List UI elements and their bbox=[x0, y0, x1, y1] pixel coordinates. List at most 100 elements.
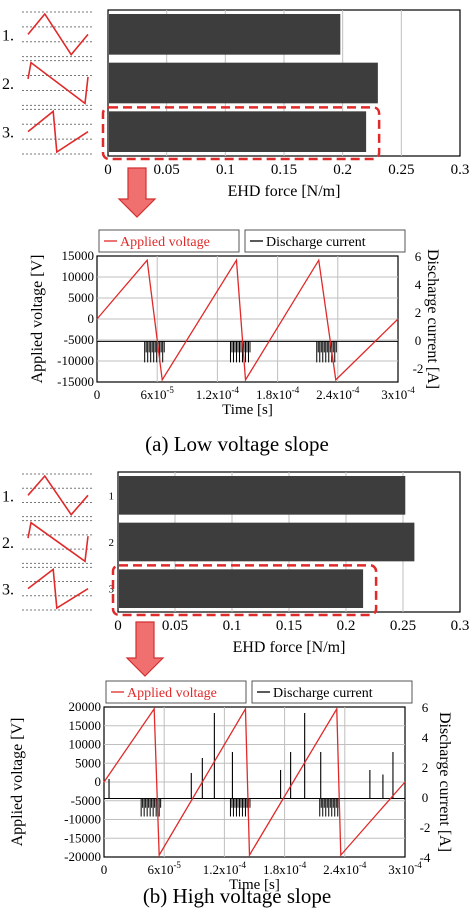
y-tick-label: -5000 bbox=[64, 332, 94, 347]
y2-tick-label: 2 bbox=[415, 305, 422, 320]
waveform-thumbnail bbox=[27, 109, 89, 154]
x-tick-exponent: -4 bbox=[352, 385, 360, 395]
x-tick-exponent: -4 bbox=[232, 385, 240, 395]
x-tick-label: 0.25 bbox=[388, 162, 414, 178]
x-tick-label: 0.15 bbox=[276, 618, 302, 634]
x-tick-exponent: -4 bbox=[292, 385, 300, 395]
category-label: 3. bbox=[2, 582, 14, 599]
caption-a: (a) Low voltage slope bbox=[145, 432, 329, 456]
waveform-thumbnail bbox=[27, 521, 89, 563]
legend-box bbox=[251, 680, 413, 704]
waveform-thumbnail bbox=[27, 12, 89, 57]
x-axis-label: EHD force [N/m] bbox=[228, 183, 341, 200]
discharge-burst bbox=[140, 798, 162, 817]
x-tick-label: 1.8x10-4 bbox=[256, 385, 300, 402]
bar-number-label: 1 bbox=[109, 490, 115, 502]
y-tick-label: 0 bbox=[88, 311, 95, 326]
y-axis-label: Applied voltage [V] bbox=[29, 255, 46, 384]
x-tick-label: 0.15 bbox=[271, 162, 297, 178]
x-tick-label: 0.2 bbox=[333, 162, 352, 178]
bar bbox=[109, 111, 367, 152]
x-tick-label: 2.4x10-4 bbox=[316, 385, 360, 402]
x-tick-label: 0.3 bbox=[451, 162, 470, 178]
x-tick-label: 1.2x10-4 bbox=[203, 860, 247, 877]
legend-box bbox=[98, 229, 240, 253]
legend-label-applied-voltage: Applied voltage bbox=[127, 686, 217, 701]
y2-axis-label: Discharge current [A] bbox=[436, 712, 453, 852]
bar-number-label: 2 bbox=[109, 537, 115, 549]
x-tick-label: 6x10-5 bbox=[140, 385, 174, 402]
x-tick-label: 3x10-4 bbox=[388, 860, 422, 877]
bar bbox=[109, 14, 341, 55]
discharge-burst bbox=[229, 341, 251, 363]
y2-tick-label: 0 bbox=[415, 333, 422, 348]
x-tick-exponent: -4 bbox=[414, 860, 422, 870]
x-tick-label: 0 bbox=[101, 862, 108, 877]
x-tick-label: 0.05 bbox=[162, 618, 188, 634]
line-chart-3: 0 6x10-5 1.2x10-4 1.8x10-4 2.4x10-4 3x10-4200… bbox=[9, 680, 453, 893]
x-tick-label: 0 bbox=[94, 387, 101, 402]
highlight-box bbox=[101, 106, 381, 161]
x-tick-label: 6x10-5 bbox=[147, 860, 181, 877]
y2-tick-label: 0 bbox=[422, 790, 429, 805]
down-arrow bbox=[125, 621, 165, 677]
applied-voltage-line bbox=[103, 706, 406, 858]
waveform-thumbnail bbox=[27, 567, 89, 610]
category-label: 2. bbox=[2, 535, 14, 552]
y2-tick-label: 4 bbox=[422, 730, 429, 745]
x-tick-label: 2.4x10-4 bbox=[323, 860, 367, 877]
y2-tick-label: 2 bbox=[422, 760, 429, 775]
y-tick-label: -10000 bbox=[57, 353, 94, 368]
legend-label-discharge-current: Discharge current bbox=[273, 686, 373, 701]
x-axis-label: Time [s] bbox=[229, 877, 280, 893]
bar bbox=[109, 62, 378, 104]
x-axis-label: EHD force [N/m] bbox=[233, 639, 346, 656]
x-tick-exponent: -4 bbox=[299, 860, 307, 870]
x-tick-label: 1.2x10-4 bbox=[196, 385, 240, 402]
y-tick-label: 0 bbox=[95, 774, 102, 789]
y2-tick-label: -2 bbox=[420, 820, 431, 835]
down-arrow bbox=[117, 167, 157, 218]
x-tick-exponent: -5 bbox=[166, 385, 174, 395]
applied-voltage-line bbox=[96, 258, 399, 382]
x-tick-exponent: -5 bbox=[173, 860, 181, 870]
x-axis-label: Time [s] bbox=[222, 402, 273, 418]
y-tick-label: -15000 bbox=[64, 830, 101, 845]
y-tick-label: -5000 bbox=[71, 793, 101, 808]
category-label: 2. bbox=[2, 76, 14, 93]
category-label: 1. bbox=[2, 27, 14, 44]
y-tick-label: 20000 bbox=[69, 699, 102, 714]
line-chart-1: 0 6x10-5 1.2x10-4 1.8x10-4 2.4x10-4 3x10-4 150… bbox=[29, 229, 441, 418]
x-tick-label: 0.2 bbox=[337, 618, 356, 634]
waveform-thumbnail bbox=[27, 474, 89, 516]
y2-tick-label: -2 bbox=[413, 361, 424, 376]
legend-box bbox=[244, 229, 406, 253]
x-tick-label: 0.05 bbox=[154, 162, 180, 178]
category-label: 1. bbox=[2, 488, 14, 505]
discharge-burst bbox=[319, 798, 340, 817]
y-tick-label: 15000 bbox=[69, 718, 102, 733]
x-tick-exponent: -4 bbox=[359, 860, 367, 870]
x-tick-exponent: -4 bbox=[407, 385, 415, 395]
x-tick-label: 0 bbox=[114, 618, 122, 634]
y2-tick-label: 6 bbox=[415, 249, 422, 264]
x-tick-label: 0.1 bbox=[216, 162, 235, 178]
x-tick-label: 1.8x10-4 bbox=[263, 860, 307, 877]
x-tick-label: 0.25 bbox=[390, 618, 416, 634]
y-tick-label: -10000 bbox=[64, 812, 101, 827]
y-tick-label: 10000 bbox=[69, 737, 102, 752]
bar bbox=[119, 569, 364, 608]
caption-b: (b) High voltage slope bbox=[142, 884, 332, 908]
y-tick-label: 10000 bbox=[62, 269, 95, 284]
waveform-thumbnail bbox=[27, 61, 89, 105]
bar-chart-2: 0 0.05 0.1 0.15 0.2 0.25 0.3 1. 1 2. 2 3. 3 EHD force… bbox=[2, 471, 469, 656]
y-tick-label: -15000 bbox=[57, 374, 94, 389]
y2-tick-label: -4 bbox=[420, 850, 431, 865]
legend-label-discharge-current: Discharge current bbox=[266, 235, 366, 250]
legend-box bbox=[105, 680, 247, 704]
bar-chart-0: 0 0.05 0.1 0.15 0.2 0.25 0.3 1. 2. 3. EHD force [N… bbox=[2, 9, 470, 200]
x-tick-label: 0.1 bbox=[223, 618, 242, 634]
y-axis-label: Applied voltage [V] bbox=[9, 718, 26, 847]
x-tick-label: 0 bbox=[104, 162, 112, 178]
